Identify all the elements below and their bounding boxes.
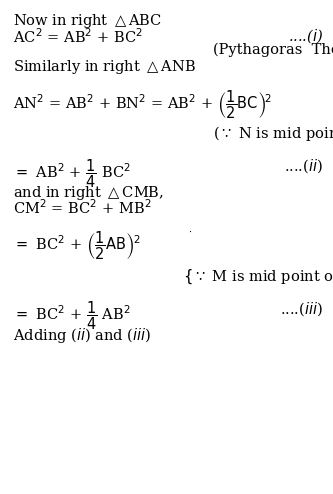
Text: Now in right $\triangle$ABC: Now in right $\triangle$ABC bbox=[13, 12, 163, 30]
Text: AN$^2$ = AB$^2$ + BN$^2$ = AB$^2$ + $\left(\dfrac{1}{2}\mathrm{BC}\right)^{\!2}$: AN$^2$ = AB$^2$ + BN$^2$ = AB$^2$ + $\le… bbox=[13, 89, 272, 122]
Text: ....($\mathit{iii}$): ....($\mathit{iii}$) bbox=[280, 300, 323, 318]
Text: $=$ BC$^2$ + $\left(\dfrac{1}{2}\mathrm{AB}\right)^{\!2}$: $=$ BC$^2$ + $\left(\dfrac{1}{2}\mathrm{… bbox=[13, 230, 141, 262]
Text: CM$^2$ = BC$^2$ + MB$^2$: CM$^2$ = BC$^2$ + MB$^2$ bbox=[13, 199, 152, 217]
Text: Adding ($\mathit{ii}$) and ($\mathit{iii}$): Adding ($\mathit{ii}$) and ($\mathit{iii… bbox=[13, 326, 152, 345]
Text: ($\because$ N is mid point of BC): ($\because$ N is mid point of BC) bbox=[213, 124, 333, 143]
Text: $\{$$\because$ M is mid point of AB$\}$: $\{$$\because$ M is mid point of AB$\}$ bbox=[183, 268, 333, 286]
Text: $=$ BC$^2$ + $\dfrac{1}{4}$ AB$^2$: $=$ BC$^2$ + $\dfrac{1}{4}$ AB$^2$ bbox=[13, 300, 131, 332]
Text: $\cdot$: $\cdot$ bbox=[188, 227, 192, 236]
Text: ....($i$): ....($i$) bbox=[288, 27, 323, 45]
Text: AC$^2$ = AB$^2$ + BC$^2$: AC$^2$ = AB$^2$ + BC$^2$ bbox=[13, 27, 143, 46]
Text: (Pythagoras  Theorem): (Pythagoras Theorem) bbox=[213, 43, 333, 57]
Text: ....($\mathit{ii}$): ....($\mathit{ii}$) bbox=[284, 157, 323, 175]
Text: $= $ AB$^2$ + $\dfrac{1}{4}$ BC$^2$: $= $ AB$^2$ + $\dfrac{1}{4}$ BC$^2$ bbox=[13, 157, 131, 190]
Text: Similarly in right $\triangle$ANB: Similarly in right $\triangle$ANB bbox=[13, 58, 196, 76]
Text: and in right $\triangle$CMB,: and in right $\triangle$CMB, bbox=[13, 184, 164, 202]
